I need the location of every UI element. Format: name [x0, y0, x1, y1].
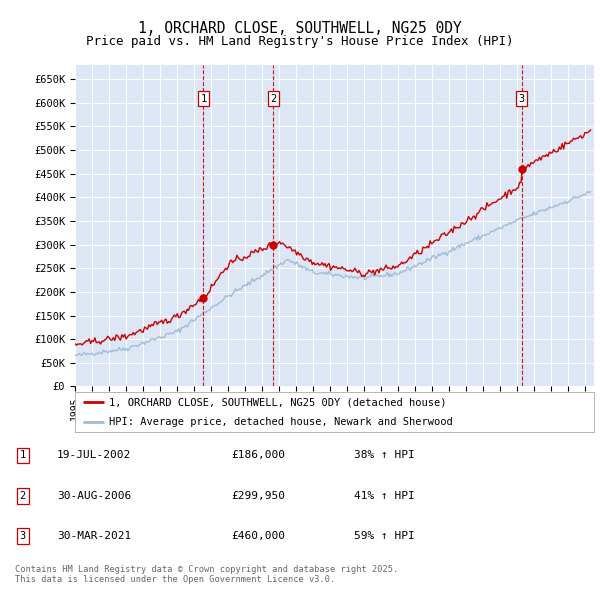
Text: £460,000: £460,000 [231, 531, 285, 540]
Text: 30-MAR-2021: 30-MAR-2021 [57, 531, 131, 540]
Text: 3: 3 [518, 94, 525, 104]
Text: 3: 3 [20, 531, 26, 540]
Text: £186,000: £186,000 [231, 451, 285, 460]
Text: 1: 1 [20, 451, 26, 460]
Text: £299,950: £299,950 [231, 491, 285, 500]
Text: 2: 2 [20, 491, 26, 500]
Text: Price paid vs. HM Land Registry's House Price Index (HPI): Price paid vs. HM Land Registry's House … [86, 35, 514, 48]
Text: 38% ↑ HPI: 38% ↑ HPI [354, 451, 415, 460]
Text: Contains HM Land Registry data © Crown copyright and database right 2025.
This d: Contains HM Land Registry data © Crown c… [15, 565, 398, 584]
Text: 1: 1 [200, 94, 206, 104]
Text: 2: 2 [270, 94, 277, 104]
Text: 41% ↑ HPI: 41% ↑ HPI [354, 491, 415, 500]
Text: 59% ↑ HPI: 59% ↑ HPI [354, 531, 415, 540]
Text: 1, ORCHARD CLOSE, SOUTHWELL, NG25 0DY (detached house): 1, ORCHARD CLOSE, SOUTHWELL, NG25 0DY (d… [109, 397, 446, 407]
Text: 30-AUG-2006: 30-AUG-2006 [57, 491, 131, 500]
Text: HPI: Average price, detached house, Newark and Sherwood: HPI: Average price, detached house, Newa… [109, 417, 452, 427]
Text: 19-JUL-2002: 19-JUL-2002 [57, 451, 131, 460]
Text: 1, ORCHARD CLOSE, SOUTHWELL, NG25 0DY: 1, ORCHARD CLOSE, SOUTHWELL, NG25 0DY [138, 21, 462, 35]
